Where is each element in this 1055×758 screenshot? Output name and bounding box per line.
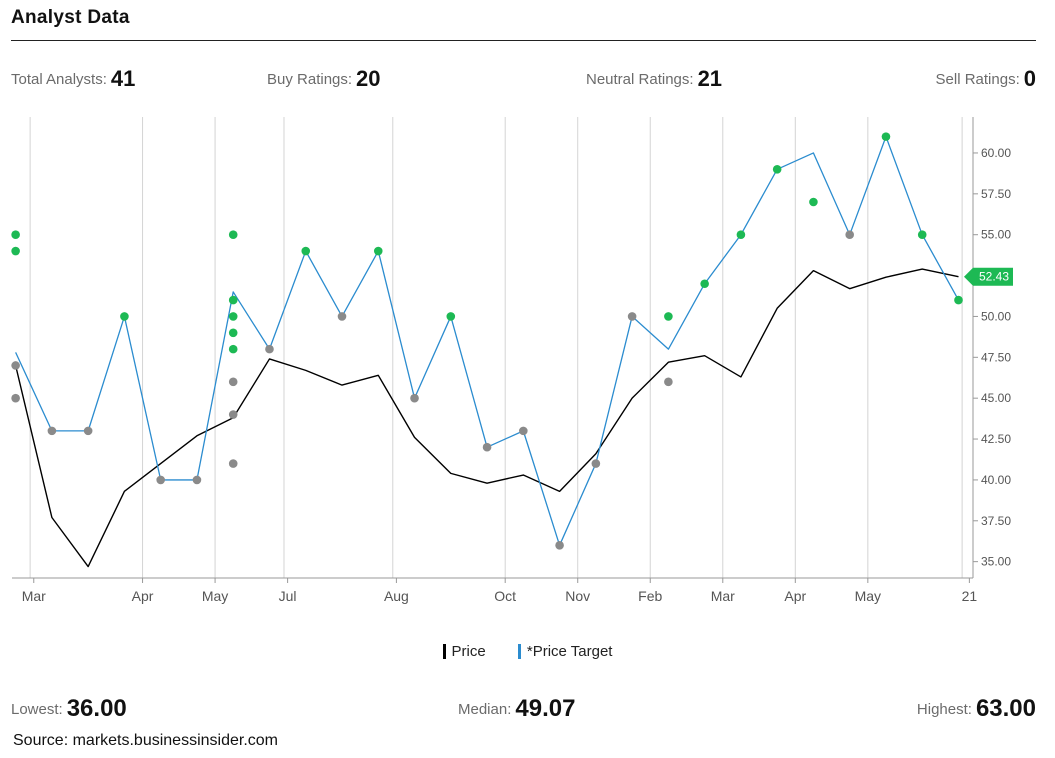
highest-value: 63.00 [975, 695, 1036, 722]
buy-rating-dot [228, 344, 238, 354]
neutral-rating-dot [845, 230, 855, 240]
neutral-rating-dot [83, 426, 93, 436]
y-tick-label: 35.00 [981, 555, 1011, 569]
price-target-swatch-icon [517, 644, 521, 659]
neutral-rating-dot [664, 377, 673, 387]
neutral-rating-dot [591, 459, 601, 468]
neutral-rating-dot [228, 377, 238, 387]
legend-item-price[interactable]: Price [442, 643, 486, 660]
neutral-ratings-value: 21 [697, 66, 723, 91]
neutral-rating-dot [11, 393, 20, 403]
last-price-badge [964, 267, 1013, 286]
neutral-rating-dot [47, 426, 57, 436]
neutral-rating-dot [228, 410, 238, 419]
x-tick-label: Jul [279, 588, 297, 604]
median-label: Median: [458, 701, 512, 718]
neutral-rating-dot [192, 475, 202, 485]
y-tick-label: 37.50 [981, 514, 1011, 528]
neutral-rating-dot [555, 541, 564, 550]
x-tick-label: Feb [638, 588, 662, 604]
total-analysts-value: 41 [110, 66, 136, 91]
neutral-rating-dot [519, 426, 528, 436]
neutral-ratings-label: Neutral Ratings: [586, 71, 694, 88]
total-analysts-stat: Total Analysts: 41 [11, 66, 135, 92]
lowest-stat: Lowest: 36.00 [11, 695, 127, 723]
x-tick-label: Apr [132, 588, 154, 604]
buy-rating-dot [772, 165, 782, 174]
sell-ratings-value: 0 [1023, 66, 1036, 91]
x-tick-label: Nov [565, 588, 590, 604]
source-caption: Source: markets.businessinsider.com [13, 732, 278, 749]
y-tick-label: 40.00 [981, 473, 1011, 487]
buy-rating-dot [954, 295, 963, 305]
buy-rating-dot [11, 230, 20, 240]
buy-rating-dot [11, 246, 20, 256]
price-target-line [15, 135, 960, 546]
last-price-label: 52.43 [979, 270, 1009, 284]
sell-ratings-label: Sell Ratings: [935, 71, 1020, 88]
buy-rating-dot [301, 246, 311, 256]
buy-ratings-value: 20 [356, 66, 381, 91]
buy-rating-dot [700, 279, 709, 289]
highest-label: Highest: [916, 701, 972, 718]
x-tick-label: 21 [962, 588, 978, 604]
x-tick-label: Apr [784, 588, 806, 604]
sell-ratings-stat: Sell Ratings: 0 [936, 66, 1036, 92]
x-tick-label: May [202, 588, 228, 604]
x-tick-label: May [855, 588, 881, 604]
neutral-rating-dot [410, 393, 419, 403]
neutral-rating-dot [228, 459, 238, 468]
page-title: Analyst Data [11, 7, 130, 28]
neutral-ratings-stat: Neutral Ratings: 21 [586, 66, 722, 92]
x-tick-label: Oct [494, 588, 516, 604]
title-divider [11, 40, 1036, 41]
median-stat: Median: 49.07 [458, 695, 575, 723]
buy-rating-dot [228, 230, 238, 240]
neutral-rating-dot [11, 361, 20, 370]
buy-ratings-stat: Buy Ratings: 20 [267, 66, 381, 92]
legend-target-label: *Price Target [526, 643, 613, 660]
neutral-rating-dot [337, 312, 347, 321]
x-tick-label: Mar [711, 588, 735, 604]
x-tick-label: Mar [22, 588, 46, 604]
neutral-rating-dot [265, 344, 274, 354]
total-analysts-label: Total Analysts: [11, 71, 107, 88]
buy-rating-dot [446, 312, 456, 321]
y-tick-label: 45.00 [981, 391, 1011, 405]
y-tick-label: 55.00 [981, 228, 1011, 242]
chart-legend: Price *Price Target [0, 643, 1055, 660]
buy-rating-dot [373, 246, 383, 256]
buy-rating-dot [120, 312, 129, 321]
buy-rating-dot [664, 312, 673, 321]
legend-item-price-target[interactable]: *Price Target [517, 643, 613, 660]
neutral-rating-dot [156, 475, 165, 485]
price-line [14, 268, 959, 568]
buy-rating-dot [881, 132, 891, 141]
buy-rating-dot [809, 197, 818, 207]
y-tick-label: 57.50 [981, 187, 1011, 201]
y-tick-label: 50.00 [981, 309, 1011, 323]
neutral-rating-dot [627, 312, 637, 321]
lowest-label: Lowest: [11, 701, 63, 718]
buy-rating-dot [228, 295, 238, 305]
legend-price-label: Price [451, 643, 486, 660]
y-tick-label: 60.00 [981, 146, 1011, 160]
y-tick-label: 42.50 [981, 432, 1011, 446]
buy-rating-dot [917, 230, 927, 240]
buy-rating-dot [228, 328, 238, 338]
buy-rating-dot [228, 312, 238, 321]
lowest-value: 36.00 [66, 695, 127, 722]
highest-stat: Highest: 63.00 [917, 695, 1036, 723]
neutral-rating-dot [482, 442, 492, 452]
price-swatch-icon [442, 644, 446, 659]
median-value: 49.07 [515, 695, 576, 722]
y-tick-label: 47.50 [981, 350, 1011, 364]
analyst-price-chart: 35.0037.5040.0042.5045.0047.5050.0052.50… [11, 117, 1013, 604]
buy-rating-dot [736, 230, 746, 240]
buy-ratings-label: Buy Ratings: [267, 71, 353, 88]
x-tick-label: Aug [384, 588, 409, 604]
